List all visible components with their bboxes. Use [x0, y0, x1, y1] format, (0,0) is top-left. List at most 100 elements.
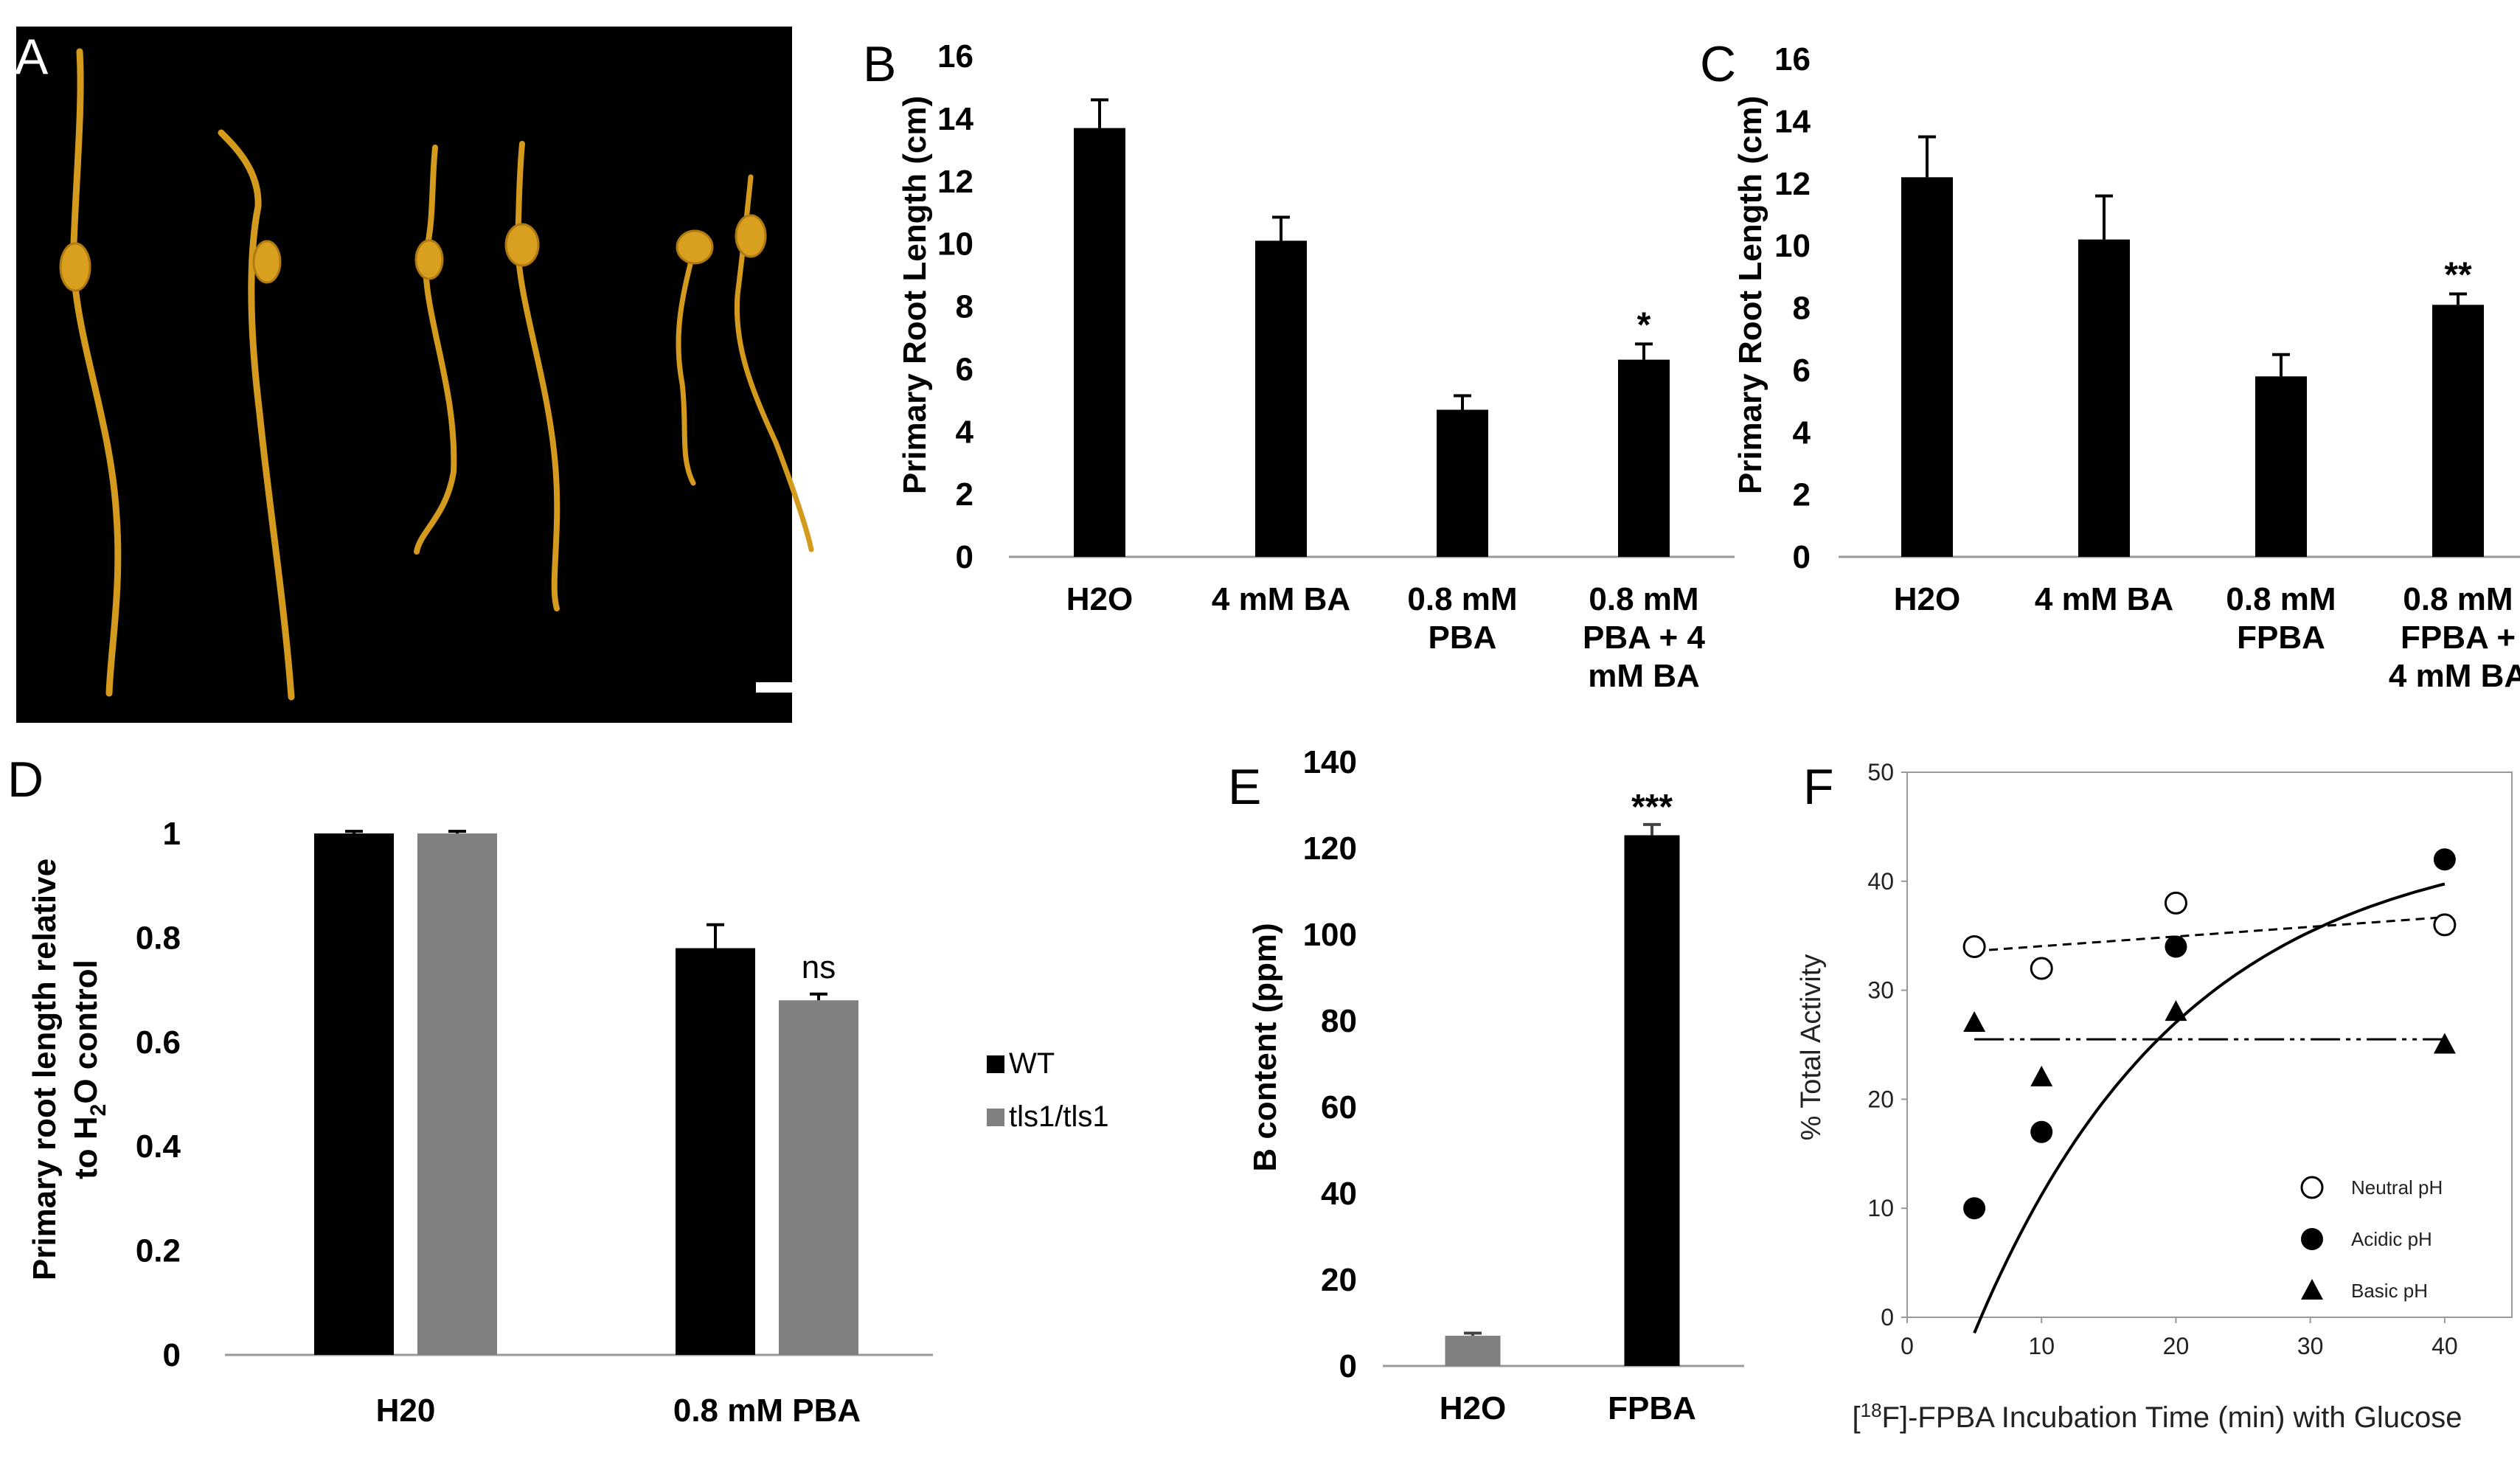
panel-b-category-label-1-0: 4 mM BA — [1212, 581, 1350, 617]
panel-c-category-label-2-1: FPBA — [2237, 620, 2325, 656]
panel-f-point-1-2 — [2165, 935, 2187, 958]
panel-f-xtick-3: 30 — [2297, 1333, 2324, 1359]
panel-e-ytick-7: 140 — [1303, 744, 1357, 780]
panel-e-category-label-1: FPBA — [1608, 1390, 1696, 1426]
panel-b-ytick-8: 16 — [937, 38, 973, 74]
panel-label-d: D — [7, 752, 44, 808]
panel-e-ytick-4: 80 — [1321, 1003, 1357, 1039]
panel-label-c: C — [1700, 36, 1736, 92]
panel-d-category-label-1: 0.8 mM PBA — [673, 1393, 861, 1429]
panel-c-ytick-7: 14 — [1774, 103, 1811, 139]
panel-b-category-label-0-0: H2O — [1066, 581, 1133, 617]
panel-f-point-2-3 — [2433, 1033, 2456, 1054]
panel-d-ytick-3: 0.6 — [136, 1024, 181, 1061]
panel-e-ylabel: B content (ppm) — [1247, 923, 1283, 1171]
panel-c-ytick-6: 12 — [1774, 166, 1811, 202]
panel-d-ytick-0: 0 — [163, 1337, 181, 1373]
panel-b-bar-1 — [1255, 240, 1307, 557]
panel-c-ytick-0: 0 — [1793, 539, 1811, 575]
panel-b-category-label-2-1: PBA — [1429, 620, 1497, 656]
panel-b-category-label-2-0: 0.8 mM — [1407, 581, 1517, 617]
panel-d-legend-label-0: WT — [1009, 1047, 1055, 1080]
panel-f-fit-acidic — [1973, 882, 2446, 1334]
panel-d-ytick-5: 1 — [163, 816, 181, 852]
panel-d-ylabel: Primary root length relative to H2O cont… — [27, 859, 111, 1280]
panel-c-bar-0 — [1901, 177, 1953, 557]
panel-d-ylabel-line2: to H2O control — [68, 960, 111, 1179]
panel-f-legend-marker-2 — [2301, 1279, 2323, 1300]
panel-f-xlabel: [18F]-FPBA Incubation Time (min) with Gl… — [1853, 1399, 2462, 1434]
panel-f-point-0-0 — [1962, 934, 1986, 958]
panel-c-bar-2 — [2255, 376, 2307, 557]
panel-f-point-0-3 — [2433, 913, 2457, 937]
panel-e-ytick-6: 120 — [1303, 830, 1357, 867]
panel-b-ylabel: Primary Root Length (cm) — [897, 96, 933, 494]
panel-f-fit-neutral — [1974, 916, 2445, 952]
panel-c-ytick-8: 16 — [1774, 41, 1811, 77]
panel-d-ytick-1: 0.2 — [136, 1233, 181, 1269]
panel-b-bar-0 — [1074, 128, 1125, 557]
panel-f-legend-label-0: Neutral pH — [2351, 1176, 2443, 1199]
panel-f-legend-label-2: Basic pH — [2351, 1280, 2428, 1302]
panel-label-e: E — [1228, 759, 1261, 815]
panel-f-legend-label-1: Acidic pH — [2351, 1228, 2432, 1250]
panel-d-ytick-4: 0.8 — [136, 920, 181, 956]
panel-e-significance-1: *** — [1631, 788, 1673, 827]
panel-b-bar-3 — [1618, 359, 1670, 557]
panel-b-category-label-3-2: mM BA — [1588, 658, 1700, 694]
panel-d-chart: D Primary root length relative to H2O co… — [7, 752, 1109, 1429]
panel-d-ylabel-line1: Primary root length relative — [27, 859, 63, 1280]
panel-f-xtick-2: 20 — [2163, 1333, 2190, 1359]
panel-f-point-1-1 — [2030, 1120, 2053, 1143]
panel-f-ytick-1: 10 — [1867, 1195, 1894, 1221]
panel-b-ytick-6: 12 — [937, 164, 973, 200]
panel-b-ytick-4: 8 — [956, 289, 973, 325]
panel-e-ytick-1: 20 — [1321, 1262, 1357, 1298]
panel-f-legend-marker-1 — [2301, 1228, 2323, 1250]
panel-f-ytick-2: 20 — [1867, 1086, 1894, 1112]
panel-b-chart: B Primary Root Length (cm) 0 2 4 6 8 10 12 14 16… — [863, 36, 1735, 694]
panel-d-annotation-0: ns — [802, 949, 836, 985]
panel-c-category-label-0-0: H2O — [1894, 581, 1960, 617]
panel-e-bar-0 — [1445, 1336, 1501, 1366]
panel-d-category-label-0: H20 — [376, 1393, 436, 1429]
panel-b-category-label-3-1: PBA + 4 — [1583, 620, 1705, 656]
panel-c-ytick-5: 10 — [1774, 228, 1811, 264]
panel-b-ytick-3: 6 — [956, 351, 973, 387]
panel-d-legend-swatch-1 — [987, 1109, 1004, 1126]
panel-c-significance-3: ** — [2444, 256, 2472, 295]
panel-f-legend-marker-0 — [2300, 1176, 2324, 1199]
panel-b-bar-2 — [1437, 409, 1488, 557]
panel-d-bar-0-1 — [417, 833, 497, 1355]
panel-f-xtick-1: 10 — [2028, 1333, 2055, 1359]
panel-d-legend-swatch-0 — [987, 1055, 1004, 1073]
panel-b-ytick-5: 10 — [937, 226, 973, 263]
panel-f-plot-frame — [1906, 771, 2513, 1318]
panel-b-category-label-3-0: 0.8 mM — [1589, 581, 1698, 617]
panel-f-ylabel: % Total Activity — [1796, 954, 1827, 1141]
panel-c-ytick-3: 6 — [1793, 353, 1811, 389]
panel-b-significance-3: * — [1637, 305, 1651, 344]
panel-a-photo: A — [15, 27, 815, 723]
panel-f-point-1-0 — [1963, 1197, 1986, 1220]
panel-f-point-0-2 — [2164, 891, 2187, 915]
panel-e-bar-1 — [1624, 835, 1680, 1366]
panel-d-bar-0-0 — [314, 833, 394, 1355]
panel-c-ytick-1: 2 — [1793, 477, 1811, 513]
panel-f-point-2-2 — [2165, 1000, 2187, 1022]
panel-c-category-label-1-0: 4 mM BA — [2035, 581, 2173, 617]
panel-e-ytick-0: 0 — [1339, 1348, 1357, 1384]
panel-label-a: A — [15, 29, 49, 85]
panel-c-ytick-4: 8 — [1793, 291, 1811, 327]
panel-c-category-label-3-0: 0.8 mM — [2403, 581, 2513, 617]
panel-c-category-label-3-1: FPBA + — [2401, 620, 2516, 656]
panel-b-ytick-7: 14 — [937, 101, 973, 137]
panel-f-ytick-5: 50 — [1867, 759, 1894, 785]
panel-label-b: B — [863, 36, 896, 92]
panel-d-bar-1-1 — [779, 1000, 858, 1355]
panel-c-category-label-2-0: 0.8 mM — [2226, 581, 2336, 617]
panel-d-legend-label-1: tls1/tls1 — [1009, 1100, 1109, 1133]
panel-b-ytick-0: 0 — [956, 539, 973, 575]
panel-e-ytick-2: 40 — [1321, 1176, 1357, 1212]
